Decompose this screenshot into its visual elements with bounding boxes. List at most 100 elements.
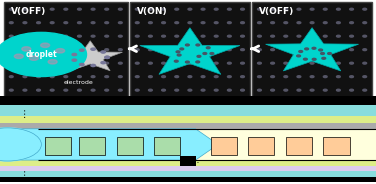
Circle shape xyxy=(118,35,122,37)
Circle shape xyxy=(241,76,244,78)
Circle shape xyxy=(350,76,353,78)
Circle shape xyxy=(350,8,353,10)
Circle shape xyxy=(363,22,367,24)
Circle shape xyxy=(297,22,301,24)
Circle shape xyxy=(297,89,301,91)
Circle shape xyxy=(23,49,27,51)
Circle shape xyxy=(91,49,95,51)
Circle shape xyxy=(303,58,307,60)
Circle shape xyxy=(323,22,327,24)
Circle shape xyxy=(327,53,331,54)
Circle shape xyxy=(37,8,41,10)
FancyBboxPatch shape xyxy=(154,137,180,155)
Circle shape xyxy=(188,8,192,10)
Circle shape xyxy=(258,8,261,10)
Circle shape xyxy=(188,76,192,78)
Polygon shape xyxy=(58,41,123,71)
Circle shape xyxy=(72,59,77,61)
Circle shape xyxy=(80,63,84,66)
Circle shape xyxy=(64,62,68,64)
Circle shape xyxy=(56,49,65,53)
Circle shape xyxy=(77,76,81,78)
Circle shape xyxy=(105,76,109,78)
Circle shape xyxy=(323,76,327,78)
FancyBboxPatch shape xyxy=(0,160,376,166)
FancyBboxPatch shape xyxy=(0,171,376,177)
FancyBboxPatch shape xyxy=(248,137,274,155)
Circle shape xyxy=(337,35,340,37)
Circle shape xyxy=(337,49,340,51)
FancyBboxPatch shape xyxy=(252,2,372,98)
Circle shape xyxy=(162,49,165,51)
Circle shape xyxy=(64,89,68,91)
Circle shape xyxy=(9,8,13,10)
Circle shape xyxy=(9,22,13,24)
FancyBboxPatch shape xyxy=(0,116,376,123)
Circle shape xyxy=(319,49,323,51)
Circle shape xyxy=(91,22,95,24)
Circle shape xyxy=(91,89,95,91)
Circle shape xyxy=(175,76,179,78)
Circle shape xyxy=(77,35,81,37)
Circle shape xyxy=(196,61,200,63)
Circle shape xyxy=(118,89,122,91)
Circle shape xyxy=(350,62,353,64)
Circle shape xyxy=(271,8,274,10)
Circle shape xyxy=(9,89,13,91)
Circle shape xyxy=(23,76,27,78)
Circle shape xyxy=(22,47,31,51)
Text: electrode: electrode xyxy=(64,80,94,85)
Circle shape xyxy=(271,49,274,51)
Circle shape xyxy=(350,35,353,37)
Circle shape xyxy=(201,62,205,64)
Circle shape xyxy=(241,35,244,37)
Circle shape xyxy=(175,8,179,10)
Circle shape xyxy=(162,89,165,91)
Circle shape xyxy=(162,76,165,78)
Circle shape xyxy=(162,62,165,64)
Circle shape xyxy=(323,49,327,51)
Circle shape xyxy=(297,35,301,37)
Circle shape xyxy=(48,60,57,64)
Circle shape xyxy=(175,49,179,51)
Polygon shape xyxy=(265,28,359,71)
Circle shape xyxy=(271,62,274,64)
Circle shape xyxy=(258,49,261,51)
Circle shape xyxy=(37,49,41,51)
Circle shape xyxy=(101,62,105,64)
Circle shape xyxy=(284,76,288,78)
Circle shape xyxy=(363,8,367,10)
Circle shape xyxy=(310,22,314,24)
Circle shape xyxy=(0,128,41,161)
Circle shape xyxy=(203,53,207,54)
Circle shape xyxy=(337,89,340,91)
Circle shape xyxy=(9,49,13,51)
Circle shape xyxy=(258,62,261,64)
Circle shape xyxy=(29,56,38,60)
Circle shape xyxy=(91,64,96,67)
Circle shape xyxy=(14,54,23,59)
Circle shape xyxy=(188,49,192,51)
Circle shape xyxy=(80,49,84,51)
Circle shape xyxy=(162,35,165,37)
Circle shape xyxy=(258,76,261,78)
Circle shape xyxy=(310,89,314,91)
Circle shape xyxy=(135,22,139,24)
Circle shape xyxy=(201,22,205,24)
Circle shape xyxy=(135,35,139,37)
Circle shape xyxy=(310,76,314,78)
Circle shape xyxy=(149,8,152,10)
Circle shape xyxy=(323,8,327,10)
Circle shape xyxy=(271,22,274,24)
Circle shape xyxy=(337,62,340,64)
Circle shape xyxy=(0,32,86,77)
Circle shape xyxy=(135,49,139,51)
Text: droplet: droplet xyxy=(26,50,57,59)
Circle shape xyxy=(201,76,205,78)
Circle shape xyxy=(118,22,122,24)
Circle shape xyxy=(363,76,367,78)
Circle shape xyxy=(37,76,41,78)
Circle shape xyxy=(50,49,54,51)
Circle shape xyxy=(77,8,81,10)
Circle shape xyxy=(350,22,353,24)
